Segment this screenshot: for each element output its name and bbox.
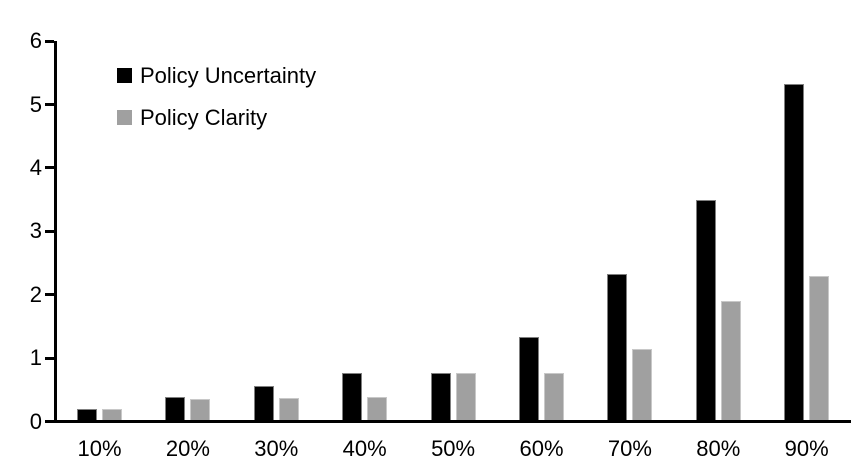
x-axis-label: 60%: [519, 436, 564, 461]
bar-policy-uncertainty-60%: [519, 337, 539, 422]
legend: Policy Uncertainty Policy Clarity: [117, 61, 316, 132]
y-axis-tick: [45, 39, 54, 43]
y-axis-label: 1: [29, 345, 42, 371]
y-axis-label: 3: [29, 218, 42, 244]
y-axis-tick: [45, 103, 54, 106]
bar-policy-uncertainty-40%: [342, 373, 363, 422]
y-axis-tick: [45, 166, 54, 170]
y-axis-tick: [45, 356, 54, 360]
bar-policy-clarity-70%: [632, 348, 653, 422]
y-axis: [54, 41, 57, 423]
y-axis-label: 5: [29, 91, 42, 117]
y-axis-label: 2: [29, 281, 42, 307]
bar-policy-uncertainty-20%: [165, 397, 186, 422]
bar-policy-clarity-40%: [367, 397, 388, 422]
y-axis-tick: [45, 293, 54, 297]
x-axis-label: 10%: [77, 436, 122, 461]
x-axis-label: 90%: [784, 436, 829, 461]
legend-label-policy-clarity: Policy Clarity: [140, 104, 268, 130]
bar-policy-clarity-80%: [720, 301, 741, 422]
policy-clarity-swatch-icon: [117, 110, 132, 125]
bar-policy-uncertainty-30%: [253, 386, 274, 422]
y-axis-label: 0: [29, 408, 42, 434]
policy-uncertainty-swatch-icon: [117, 68, 132, 83]
bar-policy-uncertainty-90%: [784, 83, 805, 422]
bar-policy-clarity-60%: [544, 373, 564, 422]
bar-policy-clarity-50%: [455, 372, 476, 422]
bar-policy-uncertainty-50%: [430, 372, 451, 422]
legend-item-policy-clarity: Policy Clarity: [117, 103, 316, 132]
x-axis-label: 20%: [165, 436, 210, 461]
y-axis-label: 6: [29, 28, 42, 54]
bar-policy-clarity-20%: [190, 398, 211, 422]
bar-policy-clarity-30%: [278, 398, 299, 422]
x-axis: [54, 420, 851, 423]
bar-policy-uncertainty-80%: [695, 199, 716, 422]
legend-label-policy-uncertainty: Policy Uncertainty: [140, 62, 317, 88]
y-axis-label: 4: [29, 154, 42, 180]
legend-item-policy-uncertainty: Policy Uncertainty: [117, 61, 316, 90]
x-axis-label: 80%: [696, 436, 741, 461]
x-axis-label: 50%: [431, 436, 476, 461]
bar-policy-clarity-90%: [809, 275, 830, 422]
x-axis-label: 70%: [607, 436, 652, 461]
x-axis-label: 40%: [342, 436, 387, 461]
y-axis-tick: [45, 229, 54, 233]
y-axis-tick: [45, 420, 54, 423]
x-axis-label: 30%: [254, 436, 299, 461]
bar-policy-uncertainty-70%: [607, 274, 628, 422]
